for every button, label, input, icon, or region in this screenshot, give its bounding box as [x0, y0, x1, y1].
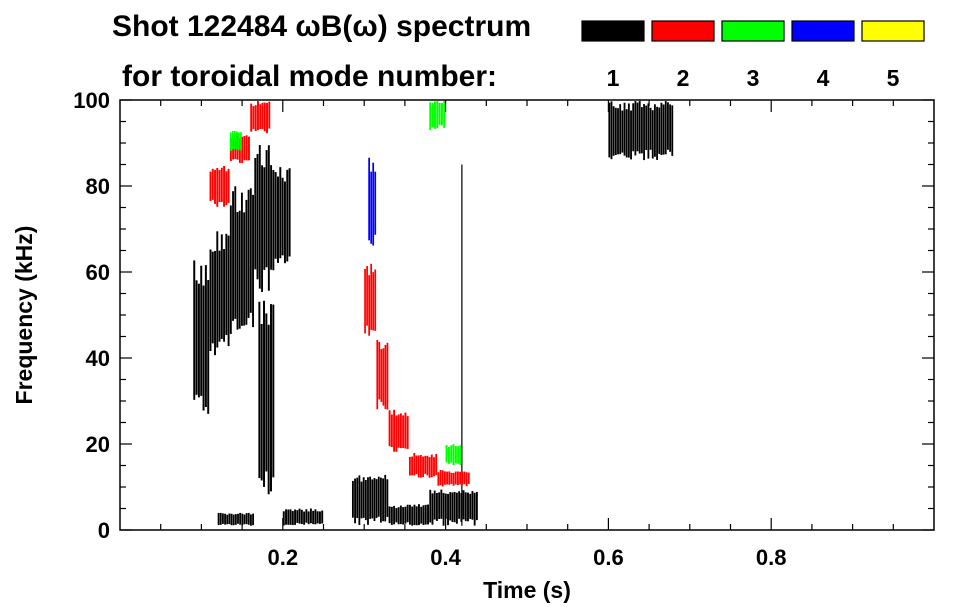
feature-mode-1-9 — [388, 504, 429, 526]
x-axis-title: Time (s) — [483, 577, 571, 603]
y-tick-label: 60 — [86, 260, 110, 285]
feature-mode-1-5 — [258, 300, 275, 495]
chart-title-line1: Shot 122484 ωB(ω) spectrum — [112, 10, 531, 43]
y-tick-label: 100 — [73, 88, 110, 113]
feature-mode-2-16 — [364, 263, 377, 336]
x-tick-label: 0.2 — [268, 545, 299, 570]
feature-mode-1-6 — [217, 512, 254, 526]
feature-mode-1-7 — [282, 508, 324, 526]
feature-mode-1-8 — [351, 474, 389, 526]
y-tick-label: 80 — [86, 174, 110, 199]
feature-mode-1-1 — [209, 231, 230, 356]
legend-label-mode-1: 1 — [607, 65, 620, 91]
feature-mode-1-0 — [193, 260, 210, 414]
feature-mode-2-20 — [437, 469, 470, 487]
feature-mode-3-21 — [229, 130, 242, 151]
y-tick-label: 20 — [86, 432, 110, 457]
feature-mode-3-22 — [429, 100, 446, 131]
legend-label-mode-2: 2 — [677, 65, 690, 91]
x-tick-labels: 0.2 0.4 0.6 0.8 — [268, 545, 787, 570]
y-tick-label: 0 — [98, 518, 110, 543]
legend-swatch-mode-4 — [791, 20, 855, 42]
feature-mode-2-19 — [408, 452, 438, 478]
feature-mode-3-23 — [445, 444, 462, 466]
feature-mode-1-11 — [608, 100, 674, 161]
spectrum-features — [193, 100, 674, 526]
legend-label-mode-5: 5 — [887, 65, 900, 91]
feature-mode-1-10 — [429, 489, 478, 526]
legend-swatch-mode-1 — [581, 20, 645, 42]
y-axis-title: Frequency (kHz) — [11, 226, 37, 405]
legend-swatch-mode-2 — [651, 20, 715, 42]
chart-title-line2: for toroidal mode number: — [122, 60, 497, 93]
feature-mode-2-13 — [209, 165, 230, 207]
axis-ticks — [120, 99, 934, 531]
feature-mode-2-17 — [376, 339, 389, 410]
x-tick-label: 0.6 — [593, 545, 624, 570]
feature-mode-2-18 — [388, 409, 409, 452]
legend-label-mode-4: 4 — [817, 65, 830, 91]
feature-mode-4-24 — [368, 157, 377, 246]
feature-mode-1-2 — [229, 186, 254, 334]
legend-swatch-mode-3 — [721, 20, 785, 42]
feature-mode-1-3 — [254, 144, 275, 292]
legend: 1 2 3 4 5 — [581, 20, 925, 91]
y-tick-label: 40 — [86, 346, 110, 371]
x-tick-label: 0.8 — [756, 545, 787, 570]
legend-label-mode-3: 3 — [747, 65, 760, 91]
feature-mode-1-4 — [274, 167, 291, 264]
y-tick-labels: 0 20 40 60 80 100 — [73, 88, 110, 543]
x-tick-label: 0.4 — [430, 545, 461, 570]
legend-swatch-mode-5 — [861, 20, 925, 42]
feature-mode-2-15 — [250, 101, 271, 134]
